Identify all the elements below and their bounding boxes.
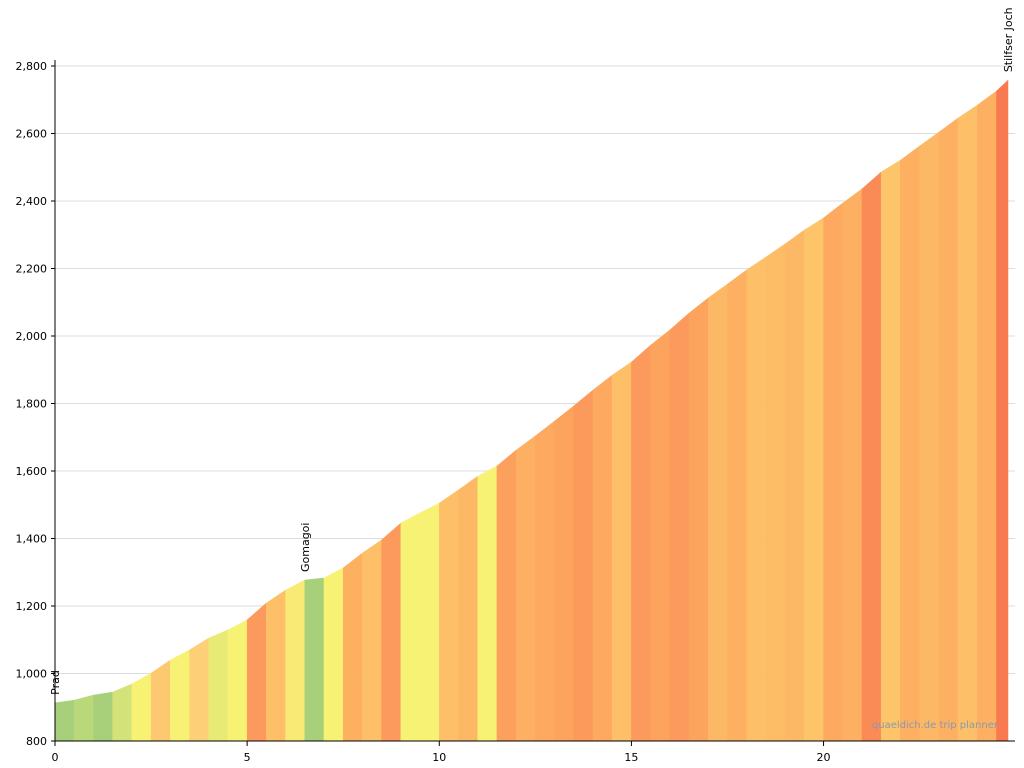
gradient-segment [688,297,709,742]
gradient-segment [150,659,171,742]
y-tick-label: 2,600 [16,128,48,141]
gradient-segment [112,683,133,742]
gradient-segment [170,649,190,742]
gradient-segment [342,552,363,742]
y-tick-label: 1,600 [16,465,48,478]
gradient-segment [362,539,382,742]
gradient-segment [285,579,306,742]
y-tick-label: 1,800 [16,398,48,411]
y-tick-label: 2,200 [16,263,48,276]
gradient-segment [977,90,997,742]
annotation: Stilfser Joch [1002,7,1015,72]
gradient-segment [861,171,882,742]
gradient-segment [54,699,75,742]
gradient-segment [554,405,575,742]
gradient-segment [650,329,671,742]
gradient-segment [458,475,478,742]
gradient-segment [189,637,209,742]
y-tick-label: 800 [26,735,47,748]
x-tick-label: 5 [244,751,251,764]
gradient-segment [746,256,767,742]
gradient-segment [938,117,959,742]
gradient-segment [727,269,747,742]
gradient-segment [323,567,344,742]
gradient-segment [477,465,498,742]
gradient-segment [804,217,824,742]
y-tick-label: 2,000 [16,330,48,343]
x-tick-label: 20 [817,751,831,764]
gradient-segment [496,449,517,742]
gradient-segment [611,361,632,742]
y-tick-label: 2,800 [16,60,48,73]
gradient-segment [439,489,459,742]
gradient-segment [419,502,440,742]
y-tick-label: 1,400 [16,533,48,546]
y-tick-label: 2,400 [16,195,48,208]
gradient-segment [708,283,728,742]
x-tick-label: 10 [432,751,446,764]
x-tick-label: 15 [624,751,638,764]
gradient-segment [573,389,594,742]
gradient-segment [208,629,229,742]
gradient-segment [765,243,786,742]
gradient-segment [631,344,651,742]
gradient-segment [842,188,863,742]
gradient-segment [669,312,690,742]
gradient-segment [73,694,94,742]
gradient-segment [246,602,267,742]
x-tick-label: 0 [52,751,59,764]
gradient-segment [515,435,536,742]
gradient-segment [381,522,402,742]
gradient-segment [592,374,613,742]
gradient-segment [900,145,920,742]
y-tick-label: 1,000 [16,668,48,681]
gradient-segment [996,79,1009,742]
gradient-segment [131,672,152,742]
gradient-segment [957,104,978,742]
annotation: Gomagoi [299,523,312,572]
annotation: Prad [49,670,62,695]
gradient-segment [227,619,248,742]
gradient-segment [823,202,844,742]
gradient-segment [919,131,940,742]
gradient-segment [784,229,805,742]
gradient-segment [304,577,325,742]
gradient-segment [535,420,555,742]
gradient-segment [266,589,286,742]
y-tick-label: 1,200 [16,600,48,613]
gradient-segment [93,691,113,742]
gradient-segment [400,512,421,742]
watermark: quaeldich.de trip planner [872,720,999,731]
gradient-segment [880,159,901,742]
